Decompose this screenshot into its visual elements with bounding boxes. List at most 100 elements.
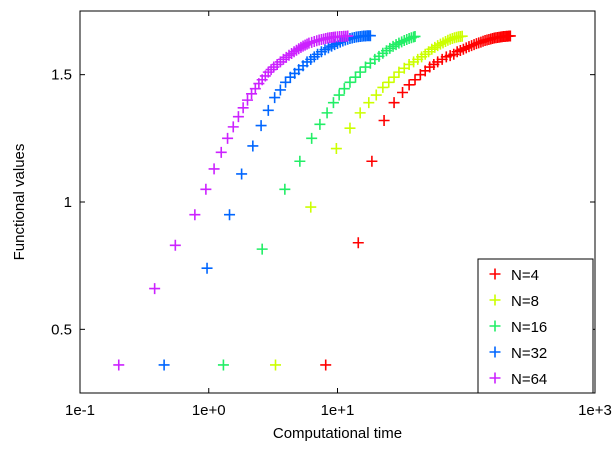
data-point [350, 71, 362, 83]
data-point [378, 115, 390, 127]
data-marks [113, 30, 516, 371]
data-point [321, 107, 333, 119]
data-point [320, 359, 332, 371]
data-point [217, 359, 229, 371]
data-point [256, 243, 268, 255]
y-tick-label: 0.5 [51, 321, 72, 338]
data-point [301, 38, 313, 50]
data-point [466, 40, 478, 52]
data-point [363, 97, 375, 109]
series-n-8 [270, 30, 468, 371]
data-point [232, 111, 244, 123]
data-point [224, 209, 236, 221]
data-point [354, 107, 366, 119]
data-point [237, 102, 249, 114]
data-point [354, 66, 366, 78]
x-tick-label: 1e+3 [578, 402, 612, 419]
data-point [269, 92, 281, 104]
data-point [290, 44, 302, 56]
data-point [437, 37, 449, 49]
data-point [504, 30, 516, 42]
legend-marker [489, 346, 501, 358]
legend-marker [489, 320, 501, 332]
legend-label: N=8 [511, 293, 539, 310]
data-point [327, 97, 339, 109]
data-point [344, 122, 356, 134]
data-point [366, 155, 378, 167]
data-point [333, 89, 345, 101]
data-point [169, 239, 181, 251]
data-point [247, 140, 259, 152]
data-point [262, 66, 274, 78]
data-point [409, 30, 421, 42]
data-point [242, 94, 254, 106]
data-point [208, 163, 220, 175]
tick-labels: 1e-1 1e+0 1e+3 1e+1 0.5 1 1.5 [51, 67, 612, 419]
x-axis-label: Computational time [273, 425, 402, 442]
data-point [434, 38, 446, 50]
series-n-4 [320, 30, 516, 371]
legend: N=4 N=8 N=16 N=32 N=64 [477, 258, 594, 394]
data-point [236, 168, 248, 180]
series-n-16 [217, 30, 421, 371]
data-point [396, 36, 408, 48]
data-point [401, 34, 413, 46]
data-point [468, 39, 480, 51]
data-point [456, 30, 468, 42]
x-tick-label: 1e+1 [321, 402, 355, 419]
data-point [403, 79, 415, 91]
data-point [274, 84, 286, 96]
data-point [280, 76, 292, 88]
data-point [442, 34, 454, 46]
data-point [227, 121, 239, 133]
data-point [398, 35, 410, 47]
y-tick-label: 1.5 [51, 67, 72, 84]
data-point [377, 81, 389, 93]
legend-marker [489, 294, 501, 306]
data-point [342, 30, 354, 42]
data-point [294, 155, 306, 167]
data-point [397, 86, 409, 98]
y-tick-label: 1 [64, 194, 72, 211]
legend-label: N=64 [511, 371, 547, 388]
data-point [440, 36, 452, 48]
axis-ticks [79, 11, 596, 393]
data-point [305, 201, 317, 213]
data-point [255, 120, 267, 132]
series-n-32 [158, 30, 376, 371]
data-point [364, 30, 376, 42]
data-point [201, 262, 213, 274]
data-point [265, 64, 277, 76]
data-point [222, 132, 234, 144]
data-point [113, 359, 125, 371]
data-point [432, 56, 444, 68]
data-point [388, 97, 400, 109]
data-point [262, 104, 274, 116]
legend-label: N=32 [511, 345, 547, 362]
data-point [403, 58, 415, 70]
legend-marker [489, 372, 501, 384]
data-point [344, 76, 356, 88]
data-point [370, 89, 382, 101]
data-point [189, 209, 201, 221]
legend-marker [489, 268, 501, 280]
y-axis-label: Functional values [11, 144, 28, 261]
data-point [409, 74, 421, 86]
data-point [352, 237, 364, 249]
x-tick-label: 1e-1 [65, 402, 95, 419]
data-point [158, 359, 170, 371]
data-point [314, 118, 326, 130]
legend-label: N=16 [511, 319, 547, 336]
data-point [270, 359, 282, 371]
data-point [306, 132, 318, 144]
data-point [393, 37, 405, 49]
data-point [279, 183, 291, 195]
data-point [463, 41, 475, 53]
data-point [338, 83, 350, 95]
data-point [215, 146, 227, 158]
data-point [383, 76, 395, 88]
data-point [330, 143, 342, 155]
series-n-64 [113, 30, 354, 371]
data-point [460, 42, 472, 54]
